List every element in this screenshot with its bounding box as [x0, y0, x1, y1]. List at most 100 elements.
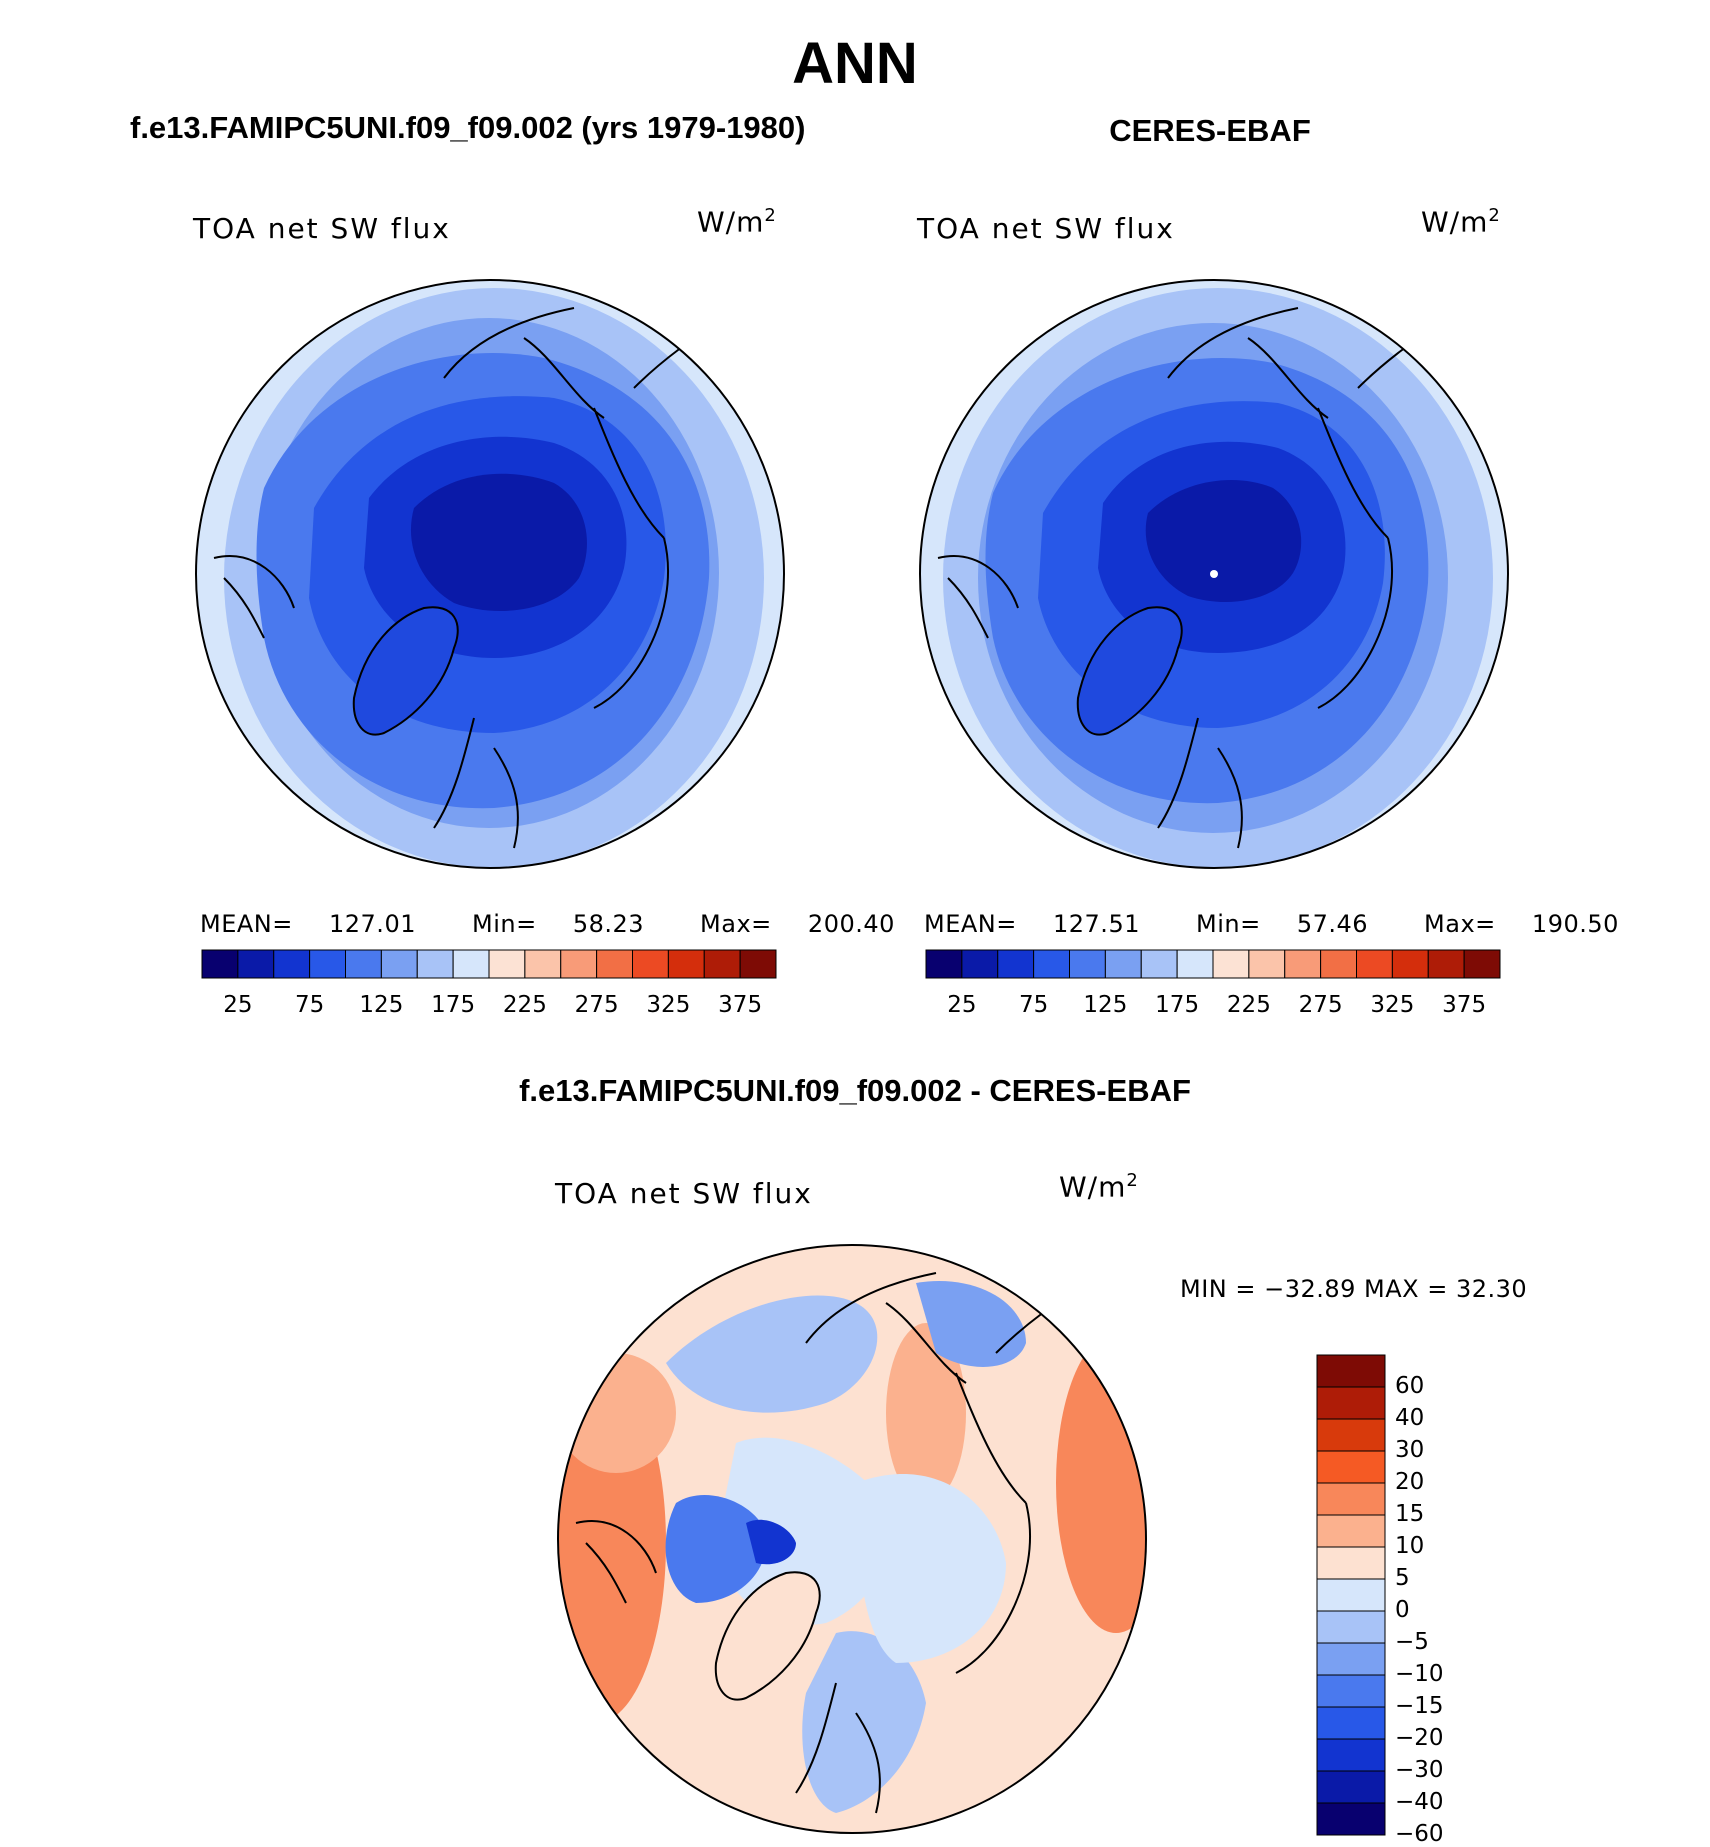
colorbar-swatch	[1427, 949, 1465, 979]
map-field-band	[916, 1281, 1026, 1367]
colorbar-tick-label: −40	[1395, 1789, 1444, 1815]
colorbar-tick-label: 325	[646, 992, 691, 1018]
colorbar-swatch	[1316, 1674, 1386, 1708]
colorbar-swatch	[961, 949, 999, 979]
colorbar-tick-label: 325	[1370, 992, 1415, 1018]
colorbar-swatch	[1316, 1386, 1386, 1420]
colorbar-swatch	[703, 949, 741, 979]
panel-obs-variable: TOA net SW flux	[917, 212, 1175, 245]
colorbar-swatch	[1176, 949, 1214, 979]
colorbar-swatch	[273, 949, 311, 979]
coastline-greenland	[714, 1571, 821, 1701]
colorbar-tick-label: 25	[947, 992, 977, 1018]
colorbar-swatch	[1316, 1610, 1386, 1644]
colorbar-swatch	[1316, 1770, 1386, 1804]
map-boundary	[557, 1244, 1147, 1834]
map-boundary	[919, 279, 1509, 869]
diff-panel-variable: TOA net SW flux	[555, 1177, 813, 1210]
colorbar-tick-label: 275	[574, 992, 619, 1018]
colorbar-swatch	[380, 949, 418, 979]
colorbar-swatch	[1320, 949, 1357, 979]
colorbar-swatch	[1284, 949, 1322, 979]
colorbar-obs	[925, 949, 1501, 979]
colorbar-tick-label: 40	[1395, 1405, 1425, 1431]
map-field-band	[802, 1631, 926, 1813]
coastline-greenland	[1076, 606, 1183, 736]
colorbar-swatch	[1069, 949, 1106, 979]
colorbar-obs-ticks: 25 75 125 175 225 275 325 375	[926, 992, 1500, 1022]
colorbar-tick-label: −20	[1395, 1725, 1444, 1751]
colorbar-tick-label: −5	[1395, 1629, 1429, 1655]
colorbar-swatch	[1140, 949, 1178, 979]
map-field-band	[1056, 1333, 1146, 1633]
panel-model-title: f.e13.FAMIPC5UNI.f09_f09.002 (yrs 1979-1…	[130, 110, 806, 145]
map-field-band	[886, 1323, 966, 1503]
colorbar-swatch	[1316, 1738, 1386, 1772]
colorbar-tick-label: 225	[1226, 992, 1271, 1018]
coastline-greenland	[352, 606, 459, 736]
coastline	[433, 717, 519, 849]
main-title: ANN	[792, 31, 918, 96]
colorbar-swatch	[1463, 949, 1501, 979]
colorbar-swatch	[488, 949, 526, 979]
diff-panel-minmax: MIN = −32.89 MAX = 32.30	[1180, 1275, 1528, 1303]
colorbar-swatch	[596, 949, 633, 979]
colorbar-swatch	[452, 949, 490, 979]
colorbar-difference-ticks: 60 40 30 20 15 10 5 0 −5 −10 −15 −20 −30 −40 −60	[1395, 1355, 1475, 1847]
colorbar-swatch	[667, 949, 705, 979]
colorbar-swatch	[1316, 1514, 1386, 1548]
map-field-band	[666, 1295, 878, 1413]
colorbar-swatch	[1316, 1802, 1386, 1836]
colorbar-swatch	[524, 949, 562, 979]
colorbar-tick-label: 175	[1155, 992, 1200, 1018]
map-field-band	[665, 1494, 767, 1603]
colorbar-swatch	[1316, 1642, 1386, 1676]
colorbar-model	[201, 949, 777, 979]
colorbar-swatch	[1316, 1482, 1386, 1516]
colorbar-tick-label: 30	[1395, 1437, 1425, 1463]
map-field-band	[716, 1437, 893, 1625]
colorbar-tick-label: −60	[1395, 1821, 1444, 1847]
colorbar-tick-label: 375	[1442, 992, 1487, 1018]
colorbar-tick-label: 275	[1298, 992, 1343, 1018]
colorbar-swatch	[1356, 949, 1393, 979]
colorbar-swatch	[1316, 1546, 1386, 1580]
colorbar-swatch	[1316, 1706, 1386, 1740]
polar-map-obs	[919, 279, 1509, 869]
colorbar-swatch	[1316, 1450, 1386, 1484]
colorbar-tick-label: 175	[431, 992, 476, 1018]
colorbar-swatch	[416, 949, 454, 979]
colorbar-tick-label: −30	[1395, 1757, 1444, 1783]
map-field-band	[410, 473, 587, 611]
colorbar-swatch	[1316, 1578, 1386, 1612]
colorbar-swatch	[925, 949, 963, 979]
colorbar-swatch	[1212, 949, 1250, 979]
coastline	[955, 1372, 1032, 1674]
colorbar-tick-label: −15	[1395, 1693, 1444, 1719]
panel-model-stats: MEAN= 127.01 Min= 58.23 Max= 200.40	[200, 910, 895, 938]
colorbar-swatch	[739, 949, 777, 979]
panel-model-variable: TOA net SW flux	[193, 212, 451, 245]
colorbar-tick-label: −10	[1395, 1661, 1444, 1687]
colorbar-tick-label: 125	[359, 992, 404, 1018]
colorbar-swatch	[345, 949, 382, 979]
colorbar-tick-label: 20	[1395, 1469, 1425, 1495]
colorbar-tick-label: 15	[1395, 1501, 1425, 1527]
colorbar-tick-label: 75	[1018, 992, 1049, 1018]
panel-obs-units: W/m2	[1421, 205, 1501, 239]
colorbar-tick-label: 10	[1395, 1533, 1425, 1559]
diff-panel-units: W/m2	[1059, 1170, 1139, 1204]
colorbar-tick-label: 60	[1395, 1373, 1425, 1399]
colorbar-tick-label: 5	[1395, 1565, 1410, 1591]
colorbar-swatch	[1316, 1418, 1386, 1452]
colorbar-tick-label: 0	[1395, 1597, 1410, 1623]
colorbar-swatch	[201, 949, 239, 979]
panel-obs-title: CERES-EBAF	[1109, 113, 1311, 148]
coastline	[213, 555, 295, 639]
panel-obs-stats: MEAN= 127.51 Min= 57.46 Max= 190.50	[924, 910, 1619, 938]
colorbar-tick-label: 125	[1083, 992, 1128, 1018]
coastline	[593, 407, 670, 709]
colorbar-swatch	[309, 949, 346, 979]
map-field-band	[856, 1474, 1006, 1663]
colorbar-tick-label: 75	[294, 992, 325, 1018]
